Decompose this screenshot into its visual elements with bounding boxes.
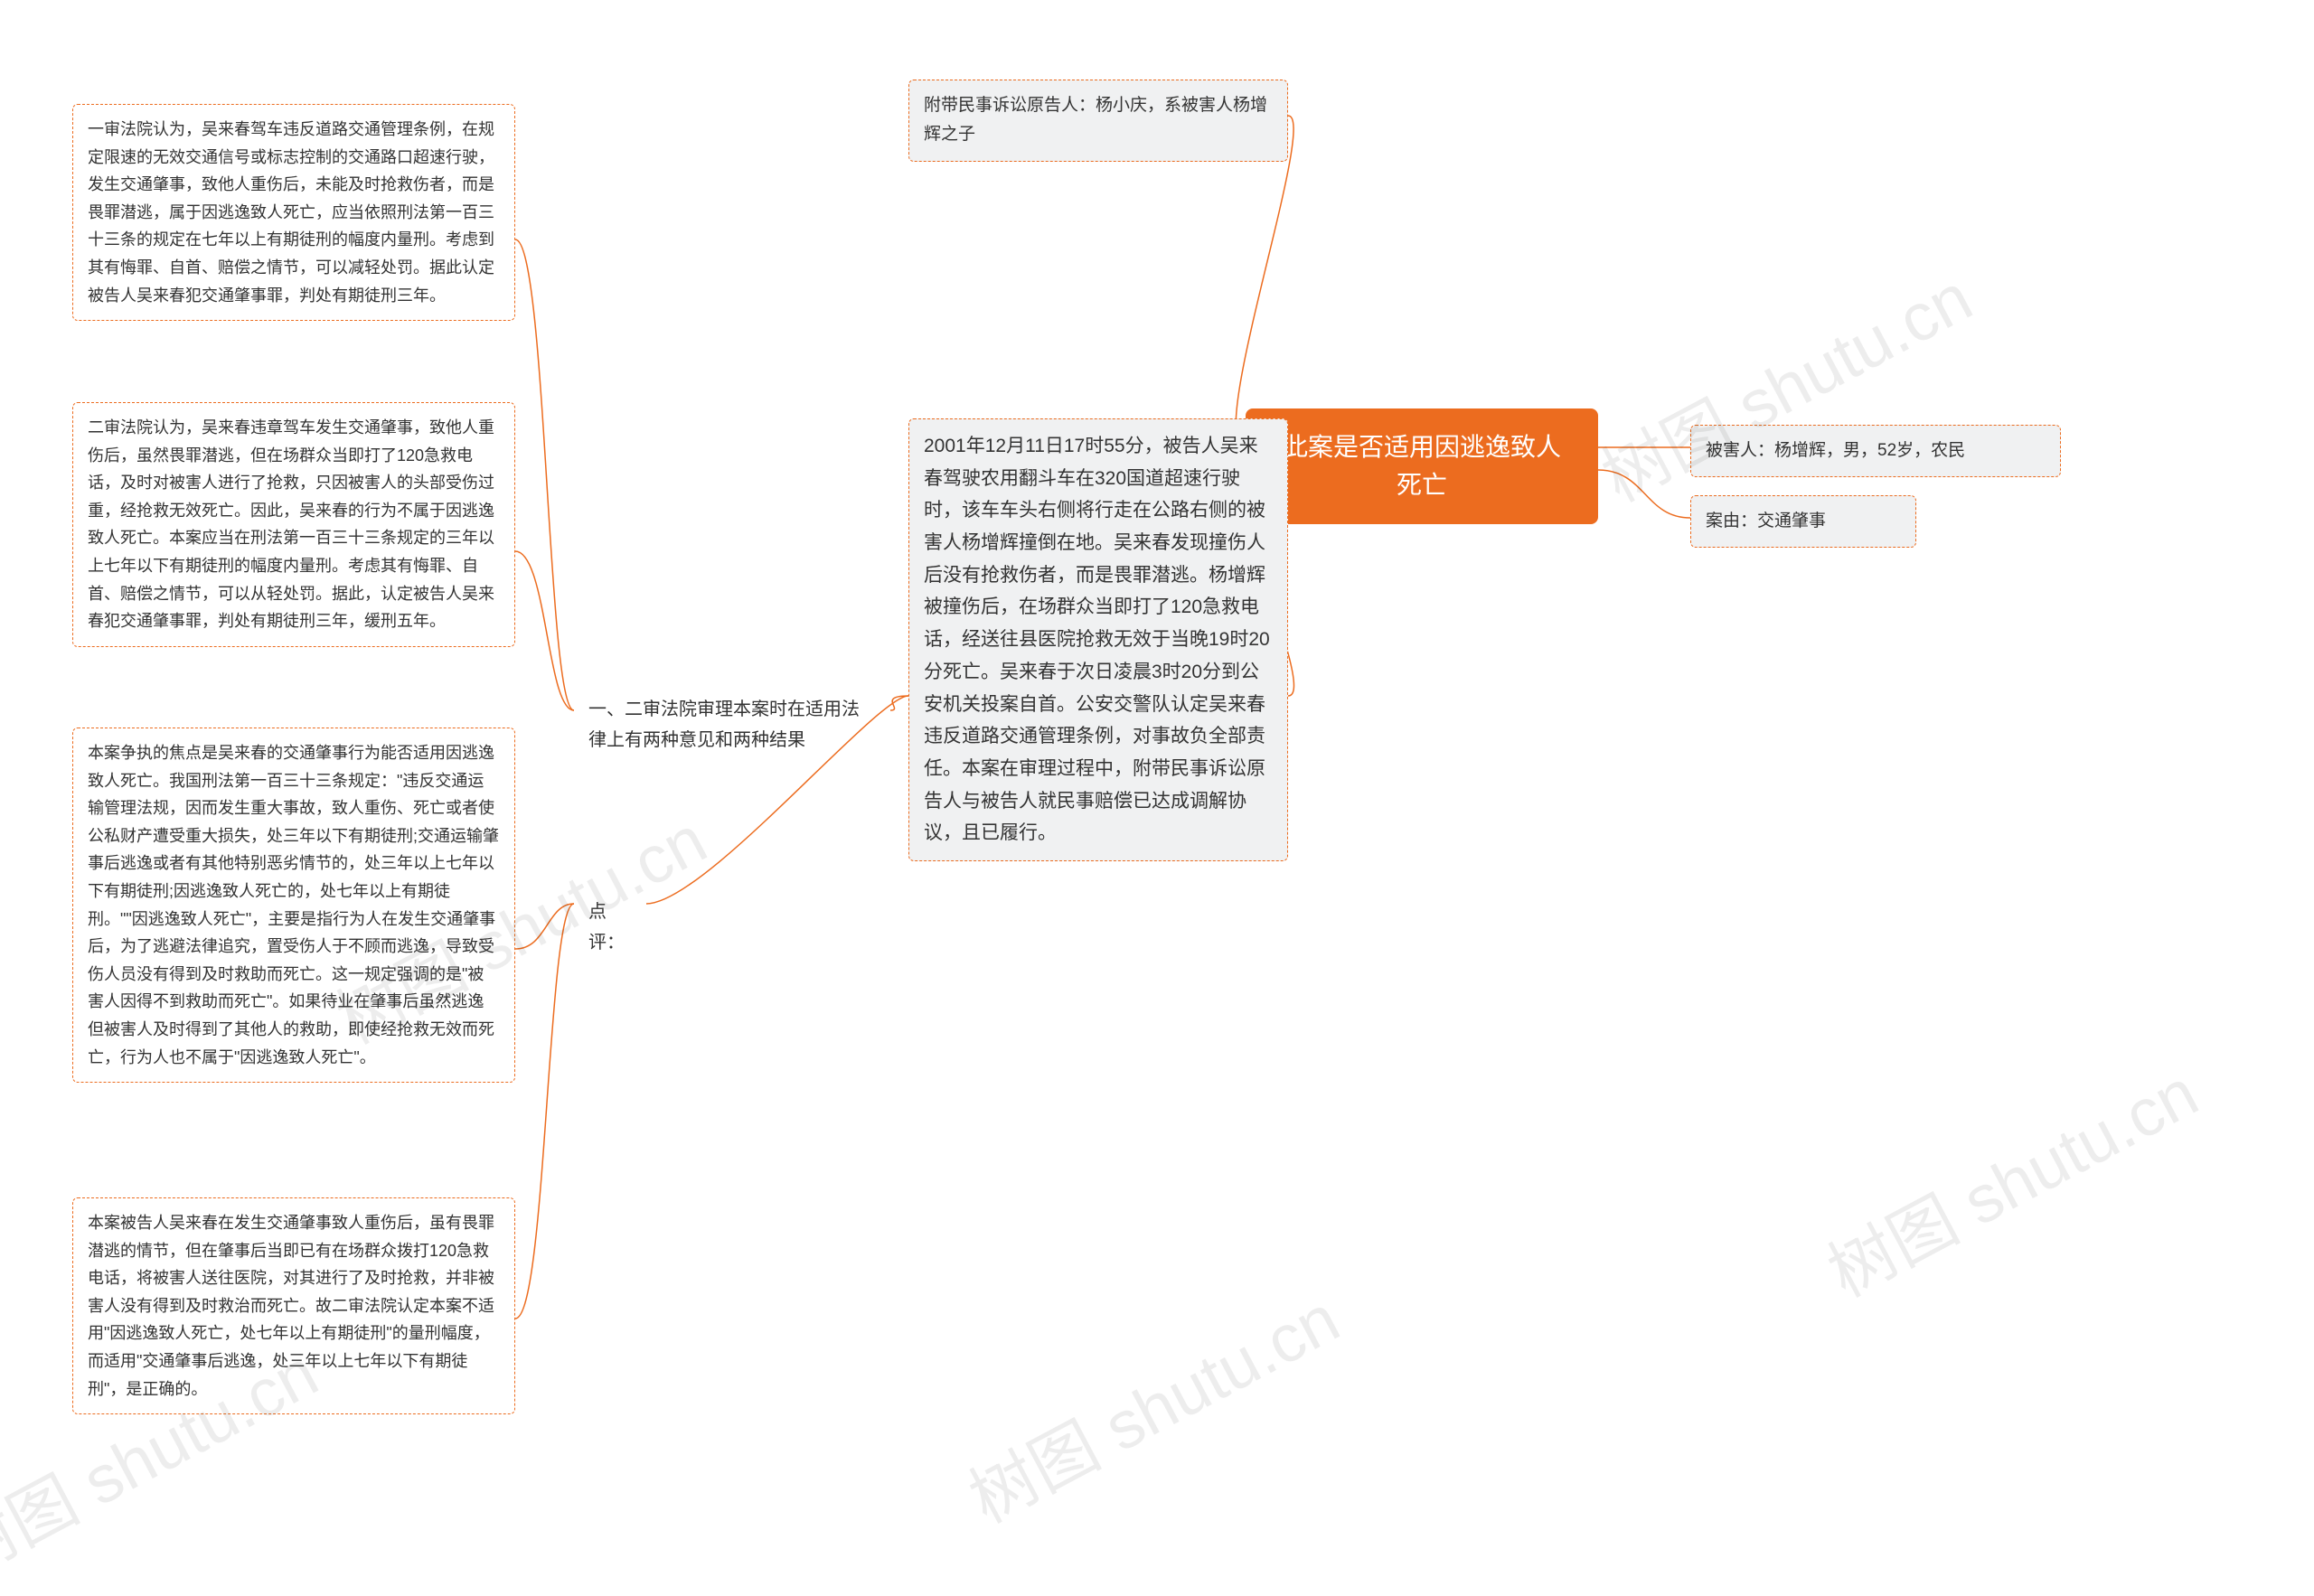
courts-label-node: 一、二审法院审理本案时在适用法律上有两种意见和两种结果 <box>574 683 890 766</box>
watermark-3: 树图 shutu.cn <box>950 1266 1353 1542</box>
watermark-4: 树图 shutu.cn <box>1809 1040 2212 1316</box>
victim-node: 被害人：杨增辉，男，52岁，农民 <box>1690 425 2061 477</box>
comment-label-text: 点评： <box>588 902 625 953</box>
plaintiff-node: 附带民事诉讼原告人：杨小庆，系被害人杨增辉之子 <box>908 80 1288 162</box>
facts-node: 2001年12月11日17时55分，被告人吴来春驾驶农用翻斗车在320国道超速行… <box>908 418 1288 861</box>
cause-node: 案由：交通肇事 <box>1690 495 1916 548</box>
comment1-node: 本案争执的焦点是吴来春的交通肇事行为能否适用因逃逸致人死亡。我国刑法第一百三十三… <box>72 728 515 1083</box>
court2-node: 二审法院认为，吴来春违章驾车发生交通肇事，致他人重伤后，虽然畏罪潜逃，但在场群众… <box>72 402 515 647</box>
court1-text: 一审法院认为，吴来春驾车违反道路交通管理条例，在规定限速的无效交通信号或标志控制… <box>88 120 494 305</box>
cause-text: 案由：交通肇事 <box>1706 512 1826 530</box>
root-title: 此案是否适用因逃逸致人死亡 <box>1283 433 1561 499</box>
comment1-text: 本案争执的焦点是吴来春的交通肇事行为能否适用因逃逸致人死亡。我国刑法第一百三十三… <box>88 744 499 1066</box>
root-node: 此案是否适用因逃逸致人死亡 <box>1246 408 1598 524</box>
courts-label-text: 一、二审法院审理本案时在适用法律上有两种意见和两种结果 <box>588 699 860 750</box>
victim-text: 被害人：杨增辉，男，52岁，农民 <box>1706 441 1965 460</box>
comment2-text: 本案被告人吴来春在发生交通肇事致人重伤后，虽有畏罪潜逃的情节，但在肇事后当即已有… <box>88 1214 494 1398</box>
plaintiff-text: 附带民事诉讼原告人：杨小庆，系被害人杨增辉之子 <box>924 96 1267 144</box>
court1-node: 一审法院认为，吴来春驾车违反道路交通管理条例，在规定限速的无效交通信号或标志控制… <box>72 104 515 321</box>
comment2-node: 本案被告人吴来春在发生交通肇事致人重伤后，虽有畏罪潜逃的情节，但在肇事后当即已有… <box>72 1197 515 1414</box>
court2-text: 二审法院认为，吴来春违章驾车发生交通肇事，致他人重伤后，虽然畏罪潜逃，但在场群众… <box>88 418 494 630</box>
comment-label-node: 点评： <box>574 886 646 969</box>
facts-text: 2001年12月11日17时55分，被告人吴来春驾驶农用翻斗车在320国道超速行… <box>924 436 1270 843</box>
watermark-2: 树图 shutu.cn <box>1583 245 1986 521</box>
